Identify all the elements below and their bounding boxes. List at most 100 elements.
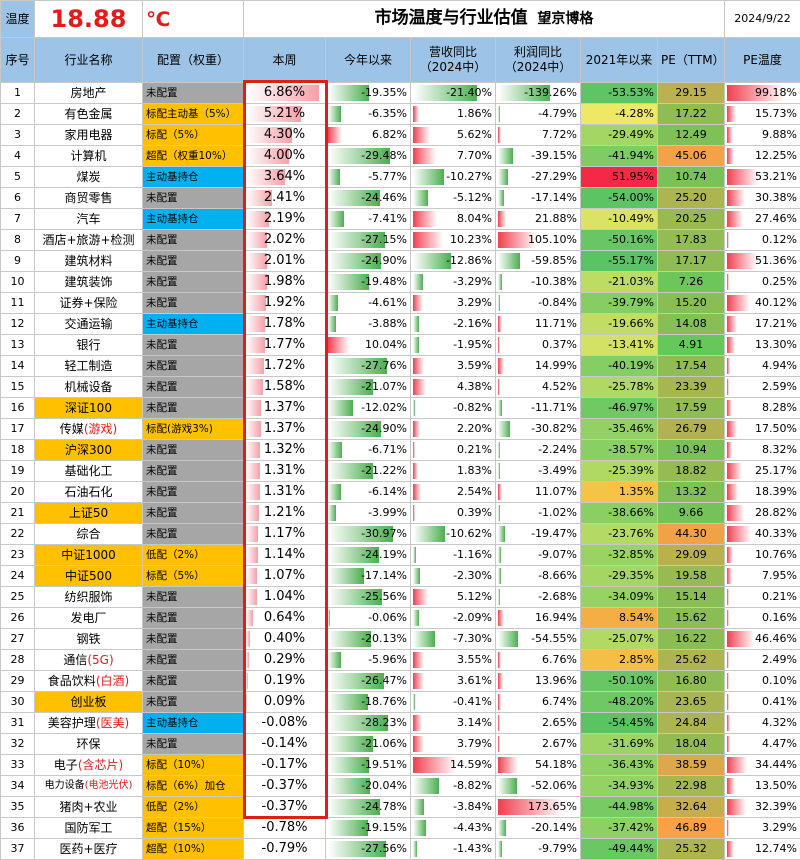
row-number: 5 bbox=[1, 167, 35, 188]
industry-label: 纺织服饰 bbox=[64, 590, 112, 604]
value-bar bbox=[727, 295, 750, 311]
row-number: 28 bbox=[1, 650, 35, 671]
week-change: 1.04% bbox=[244, 587, 326, 608]
week-change: 0.29% bbox=[244, 650, 326, 671]
cell-value: 3.14% bbox=[457, 716, 492, 729]
industry-sublabel: (游戏) bbox=[84, 422, 117, 436]
cell-value: -0.06% bbox=[368, 611, 407, 624]
config-weight: 未配置 bbox=[143, 335, 244, 356]
cell-value: -26.47% bbox=[361, 674, 407, 687]
cell-value: 8.04% bbox=[457, 212, 492, 225]
cell-value: -20.04% bbox=[361, 779, 407, 792]
value-bar bbox=[727, 589, 729, 605]
ytd-change: -21.07% bbox=[326, 377, 411, 398]
value-bar bbox=[413, 484, 421, 500]
cell-value: -27.56% bbox=[361, 842, 407, 855]
industry-label: 有色金属 bbox=[64, 107, 112, 121]
industry-name: 轻工制造 bbox=[35, 356, 143, 377]
cell-value: 1.14% bbox=[264, 547, 305, 562]
value-bar bbox=[727, 778, 735, 794]
col-pe-temp: PE温度 bbox=[725, 38, 800, 83]
cell-value: -1.16% bbox=[453, 548, 492, 561]
cell-value: -12.86% bbox=[446, 254, 492, 267]
cell-value: 0.41% bbox=[762, 695, 797, 708]
industry-label: 发电厂 bbox=[70, 611, 106, 625]
cell-value: 0.39% bbox=[457, 506, 492, 519]
value-bar bbox=[727, 526, 751, 542]
cell-value: -4.79% bbox=[538, 107, 577, 120]
cell-value: -30.82% bbox=[531, 422, 577, 435]
ytd-change: -24.90% bbox=[326, 251, 411, 272]
value-bar bbox=[246, 337, 265, 353]
cell-value: -6.35% bbox=[368, 107, 407, 120]
row-number: 26 bbox=[1, 608, 35, 629]
profit-yoy: 173.65% bbox=[496, 797, 581, 818]
industry-name: 创业板 bbox=[35, 692, 143, 713]
industry-label: 医药+医疗 bbox=[59, 842, 117, 856]
cell-value: -9.07% bbox=[538, 548, 577, 561]
week-change: 1.14% bbox=[244, 545, 326, 566]
cell-value: 105.10% bbox=[528, 233, 577, 246]
value-bar bbox=[413, 127, 430, 143]
cell-value: -19.35% bbox=[361, 86, 407, 99]
cell-value: 5.62% bbox=[457, 128, 492, 141]
value-bar bbox=[413, 841, 417, 857]
cell-value: -1.43% bbox=[453, 842, 492, 855]
cell-value: -5.77% bbox=[368, 170, 407, 183]
ytd-change: -20.04% bbox=[326, 776, 411, 797]
cell-value: -3.84% bbox=[453, 800, 492, 813]
pe-temperature: 2.59% bbox=[725, 377, 800, 398]
revenue-yoy: 3.61% bbox=[411, 671, 496, 692]
cell-value: -24.90% bbox=[361, 422, 407, 435]
cell-value: 5.21% bbox=[264, 106, 305, 121]
industry-label: 创业板 bbox=[70, 695, 106, 709]
cell-value: 40.12% bbox=[755, 296, 797, 309]
profit-yoy: 11.07% bbox=[496, 482, 581, 503]
since-2021: -32.85% bbox=[581, 545, 658, 566]
cell-value: 15.73% bbox=[755, 107, 797, 120]
since-2021: 8.54% bbox=[581, 608, 658, 629]
value-bar bbox=[413, 337, 419, 353]
revenue-yoy: 3.79% bbox=[411, 734, 496, 755]
industry-label: 家用电器 bbox=[64, 128, 112, 142]
col-profit: 利润同比（2024中） bbox=[496, 38, 581, 83]
value-bar bbox=[498, 694, 501, 710]
week-change: 1.72% bbox=[244, 356, 326, 377]
cell-value: -3.88% bbox=[368, 317, 407, 330]
pe-ttm: 32.64 bbox=[658, 797, 725, 818]
industry-name: 沪深300 bbox=[35, 440, 143, 461]
industry-name: 建筑材料 bbox=[35, 251, 143, 272]
profit-yoy: -11.71% bbox=[496, 398, 581, 419]
cell-value: -2.68% bbox=[538, 590, 577, 603]
cell-value: 0.40% bbox=[264, 631, 305, 646]
pe-ttm: 7.26 bbox=[658, 272, 725, 293]
cell-value: 6.76% bbox=[542, 653, 577, 666]
cell-value: 2.20% bbox=[457, 422, 492, 435]
since-2021: -10.49% bbox=[581, 209, 658, 230]
value-bar bbox=[246, 610, 253, 626]
pe-ttm: 17.59 bbox=[658, 398, 725, 419]
since-2021: -13.41% bbox=[581, 335, 658, 356]
cell-value: -2.30% bbox=[453, 569, 492, 582]
value-bar bbox=[328, 127, 342, 143]
revenue-yoy: -3.84% bbox=[411, 797, 496, 818]
value-bar bbox=[498, 568, 501, 584]
industry-label: 环保 bbox=[76, 737, 100, 751]
value-bar bbox=[328, 652, 341, 668]
profit-yoy: -139.26% bbox=[496, 83, 581, 104]
cell-value: -8.66% bbox=[538, 569, 577, 582]
profit-yoy: 6.76% bbox=[496, 650, 581, 671]
config-weight: 标配主动基（5%） bbox=[143, 104, 244, 125]
cell-value: -29.48% bbox=[361, 149, 407, 162]
pe-ttm: 16.22 bbox=[658, 629, 725, 650]
cell-value: -2.09% bbox=[453, 611, 492, 624]
value-bar bbox=[246, 316, 265, 332]
value-bar bbox=[498, 211, 506, 227]
cell-value: 6.86% bbox=[264, 85, 305, 100]
industry-label: 传媒 bbox=[60, 422, 84, 436]
